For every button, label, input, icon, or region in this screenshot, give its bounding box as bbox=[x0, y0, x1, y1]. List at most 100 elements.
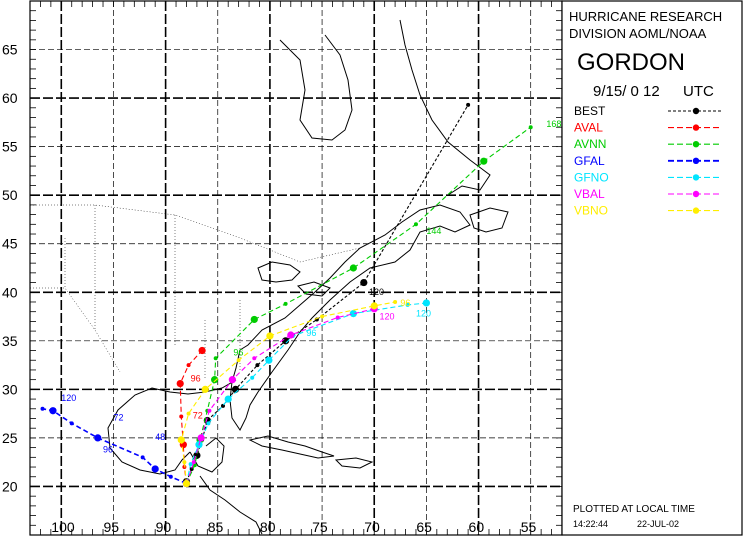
lat-tick-label: 40 bbox=[2, 284, 18, 300]
legend-label: GFNO bbox=[574, 170, 609, 184]
legend-label: VBAL bbox=[574, 187, 605, 201]
track-point bbox=[189, 466, 194, 471]
legend-item-avnn: AVNN bbox=[574, 137, 722, 151]
track-point bbox=[224, 395, 232, 403]
legend-swatch-point bbox=[692, 174, 700, 181]
gulf-coast bbox=[107, 379, 237, 475]
track-point bbox=[191, 460, 196, 465]
lon-tick-label: 80 bbox=[260, 519, 276, 535]
track-point bbox=[480, 157, 488, 165]
track-point bbox=[255, 363, 260, 368]
track-hour-label: 120 bbox=[61, 393, 76, 403]
track-hour-label: 120 bbox=[379, 311, 394, 321]
org-line1: HURRICANE RESEARCH bbox=[569, 9, 722, 24]
lon-tick-label: 70 bbox=[364, 519, 380, 535]
track-hour-label: 168 bbox=[546, 119, 561, 129]
lat-tick-label: 65 bbox=[2, 42, 18, 58]
labrador-coast bbox=[399, 19, 491, 196]
track-vbno: 96 bbox=[177, 298, 410, 488]
lon-tick-label: 85 bbox=[208, 519, 224, 535]
track-point bbox=[250, 315, 258, 324]
track-point bbox=[211, 376, 219, 384]
lat-tick-label: 55 bbox=[2, 139, 18, 155]
lon-tick-label: 100 bbox=[51, 519, 75, 535]
legend-swatch-point bbox=[692, 190, 700, 198]
graticule bbox=[29, 0, 563, 536]
track-point bbox=[207, 408, 212, 413]
track-hour-label: 96 bbox=[191, 374, 201, 384]
track-point bbox=[422, 299, 430, 307]
track-point bbox=[265, 356, 273, 364]
newfoundland bbox=[469, 207, 509, 233]
track-point bbox=[179, 414, 184, 419]
plot-date: 22-JUL-02 bbox=[637, 519, 679, 529]
lon-tick-label: 95 bbox=[103, 519, 119, 535]
track-hour-label: 96 bbox=[103, 444, 113, 454]
track-hour-label: 48 bbox=[155, 432, 165, 442]
legend-item-gfno: GFNO bbox=[574, 170, 722, 184]
legend-swatch-point bbox=[692, 207, 700, 214]
track-point bbox=[151, 465, 159, 473]
track-point bbox=[320, 314, 325, 319]
legend-item-gfal: GFAL bbox=[574, 154, 722, 168]
track-point bbox=[49, 407, 57, 415]
track-hour-label: 144 bbox=[426, 226, 441, 236]
hispaniola bbox=[334, 457, 374, 469]
legend-label: GFAL bbox=[574, 154, 605, 168]
track-point bbox=[252, 356, 257, 361]
track-point bbox=[213, 356, 218, 361]
lat-tick-label: 50 bbox=[2, 187, 18, 203]
track-point bbox=[466, 102, 471, 107]
legend-swatch-point bbox=[692, 107, 700, 115]
info-panel bbox=[561, 0, 743, 536]
track-point bbox=[228, 376, 236, 384]
track-hour-label: 96 bbox=[306, 328, 316, 338]
track-line bbox=[180, 301, 396, 484]
forecast-tracks: 120 96 72 168 96 144 120 72 96 48 96 120 120 96 bbox=[40, 102, 561, 488]
lat-tick-label: 20 bbox=[2, 478, 18, 494]
track-point bbox=[177, 436, 185, 444]
legend-item-best: BEST bbox=[574, 104, 722, 118]
run-timezone: UTC bbox=[683, 83, 714, 100]
track-point bbox=[250, 375, 255, 380]
track-point bbox=[186, 363, 191, 368]
legend-label: AVNN bbox=[574, 137, 606, 151]
track-point bbox=[266, 332, 274, 340]
lat-tick-label: 30 bbox=[2, 381, 18, 397]
plot-time: 14:22:44 bbox=[573, 519, 608, 529]
lon-tick-label: 55 bbox=[521, 519, 537, 535]
track-point bbox=[140, 455, 145, 460]
plotted-note: PLOTTED AT LOCAL TIME bbox=[573, 504, 695, 515]
lon-tick-label: 60 bbox=[469, 519, 485, 535]
legend-label: BEST bbox=[574, 104, 606, 118]
track-point bbox=[236, 358, 241, 363]
track-line bbox=[42, 408, 187, 485]
track-hour-label: 96 bbox=[233, 347, 243, 357]
coastlines bbox=[107, 19, 509, 535]
track-point bbox=[176, 379, 184, 388]
lon-tick-label: 75 bbox=[312, 519, 328, 535]
track-point bbox=[197, 434, 205, 442]
central-america bbox=[199, 475, 263, 535]
track-point bbox=[40, 406, 45, 411]
track-point bbox=[349, 310, 357, 318]
legend-item-vbal: VBAL bbox=[574, 187, 722, 201]
track-point bbox=[370, 302, 378, 310]
track-point bbox=[528, 125, 533, 130]
lat-tick-label: 60 bbox=[2, 90, 18, 106]
track-point bbox=[94, 434, 102, 442]
track-gfal: 120 72 96 48 bbox=[40, 393, 191, 488]
lat-tick-label: 45 bbox=[2, 236, 18, 252]
track-point bbox=[413, 222, 418, 227]
track-point bbox=[186, 411, 191, 416]
axis-labels: 20 25 30 35 40 45 50 55 60 65 100 95 90 85 80 75 70 65 60 5… bbox=[2, 42, 536, 535]
state-lines bbox=[64, 205, 241, 380]
track-point bbox=[201, 385, 209, 393]
track-point bbox=[198, 346, 206, 355]
track-hour-label: 96 bbox=[400, 298, 410, 308]
track-point bbox=[188, 462, 193, 467]
legend-swatch-point bbox=[692, 141, 700, 148]
us-canada-border bbox=[30, 204, 361, 263]
track-point bbox=[287, 331, 295, 339]
